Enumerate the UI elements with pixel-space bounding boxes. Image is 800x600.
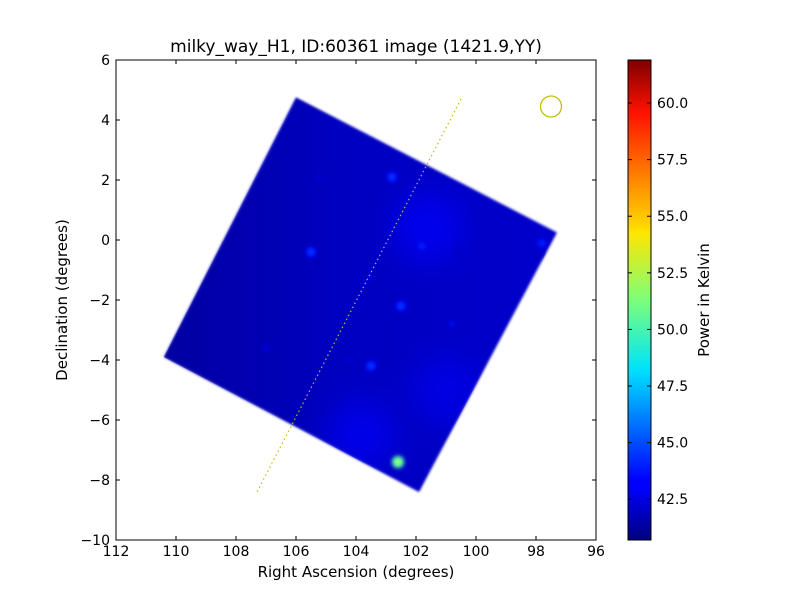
- y-tick-label: 6: [101, 53, 110, 69]
- colorbar: [627, 59, 652, 541]
- point-source-3: [305, 246, 317, 258]
- colorbar-tick-label: 52.5: [657, 266, 688, 282]
- colorbar-tick-label: 57.5: [657, 153, 688, 169]
- y-tick-label: 0: [101, 233, 110, 249]
- colorbar-tick-label: 50.0: [657, 322, 688, 338]
- x-tick-label: 102: [403, 544, 430, 560]
- colorbar-label: Power in Kelvin: [695, 243, 713, 357]
- diffuse-emission-0: [394, 194, 462, 262]
- point-source-12: [261, 343, 271, 353]
- point-source-5: [416, 240, 428, 252]
- point-source-8: [315, 172, 325, 182]
- x-tick-label: 96: [587, 544, 605, 560]
- chart-title: milky_way_H1, ID:60361 image (1421.9,YY): [170, 37, 542, 57]
- x-tick-label: 110: [163, 544, 190, 560]
- x-tick-label: 108: [223, 544, 250, 560]
- x-axis: 112 110 108 106 104 102 100 98 96: [103, 60, 605, 560]
- point-source-1: [365, 360, 377, 372]
- point-source-0: [392, 456, 404, 468]
- beam-marker: [539, 95, 563, 118]
- y-tick-label: 2: [101, 173, 110, 189]
- galactic-plane-line: [256, 98, 462, 493]
- x-tick-label: 98: [527, 544, 545, 560]
- y-axis: 6 4 2 0 −2 −4 −6 −8 −10: [80, 53, 596, 549]
- point-source-2: [386, 171, 398, 183]
- colorbar-tick-label: 60.0: [657, 96, 688, 112]
- y-tick-label: −4: [89, 353, 110, 369]
- x-tick-label: 106: [283, 544, 310, 560]
- y-tick-label: −6: [89, 413, 110, 429]
- y-tick-label: 4: [101, 113, 110, 129]
- y-tick-label: −8: [89, 473, 110, 489]
- colorbar-axis: 42.5 45.0 47.5 50.0 52.5 55.0 57.5 60.0: [628, 96, 688, 508]
- y-tick-label: −2: [89, 293, 110, 309]
- point-source-4: [395, 300, 407, 312]
- colorbar-tick-label: 55.0: [657, 209, 688, 225]
- x-tick-label: 104: [343, 544, 370, 560]
- point-source-7: [447, 319, 457, 329]
- colorbar-tick-label: 47.5: [657, 379, 688, 395]
- y-tick-label: −10: [80, 533, 110, 549]
- point-source-9: [453, 244, 463, 254]
- diffuse-emission-1: [328, 401, 396, 469]
- x-tick-label: 100: [463, 544, 490, 560]
- point-source-6: [536, 237, 548, 249]
- colorbar-tick-label: 42.5: [657, 492, 688, 508]
- x-tick-label: 112: [103, 544, 130, 560]
- point-source-11: [345, 355, 355, 365]
- colorbar-tick-label: 45.0: [657, 436, 688, 452]
- x-axis-label: Right Ascension (degrees): [258, 563, 455, 581]
- diffuse-emission-2: [412, 356, 480, 424]
- y-axis-label: Declination (degrees): [53, 219, 71, 381]
